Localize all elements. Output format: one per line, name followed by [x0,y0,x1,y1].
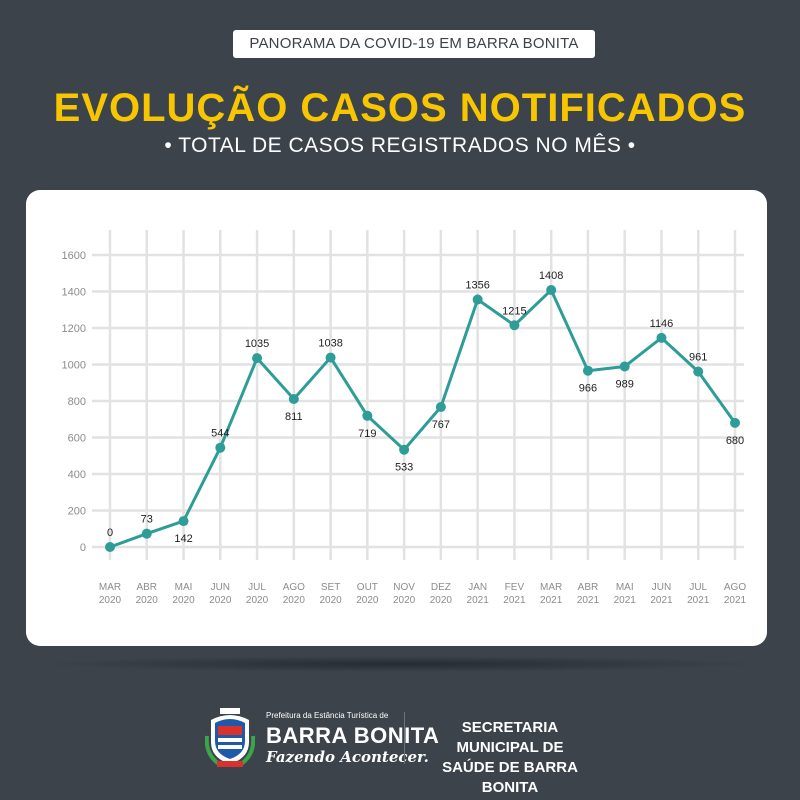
y-tick-label: 1200 [62,323,86,335]
x-tick-month: JUN [211,582,230,593]
x-tick-year: 2020 [99,595,122,606]
y-tick-label: 200 [68,506,86,518]
data-point [215,442,226,453]
data-label: 73 [141,514,153,526]
data-label: 1035 [245,338,269,350]
data-label: 544 [211,428,229,440]
data-label: 1356 [465,280,489,292]
data-point [288,393,299,404]
data-point [399,444,410,455]
y-tick-label: 1600 [62,250,86,262]
x-tick-month: JAN [468,582,487,593]
y-tick-label: 1400 [62,287,86,299]
y-tick-label: 400 [68,469,86,481]
footer-divider [404,712,405,764]
x-tick-year: 2021 [724,595,747,606]
x-tick-month: MAR [540,582,562,593]
x-tick-month: ABR [578,582,599,593]
data-point [693,366,704,377]
footer-city: BARRA BONITA [266,723,440,748]
data-point [509,320,520,331]
header-pill: PANORAMA DA COVID-19 EM BARRA BONITA [233,30,595,58]
x-tick-month: AGO [724,582,746,593]
x-tick-year: 2020 [430,595,453,606]
data-label: 961 [689,352,707,364]
data-label: 767 [432,419,450,431]
data-point [619,361,630,372]
data-point [656,332,667,343]
y-tick-label: 600 [68,433,86,445]
chart-title: EVOLUÇÃO CASOS NOTIFICADOS [53,86,747,130]
x-tick-month: JUN [652,582,671,593]
data-label: 989 [616,379,634,391]
x-tick-month: ABR [136,582,157,593]
data-point [362,410,373,421]
x-tick-year: 2020 [283,595,306,606]
data-label: 966 [579,383,597,395]
y-tick-label: 0 [80,542,86,554]
x-tick-year: 2020 [136,595,159,606]
data-label: 1215 [502,305,526,317]
data-point [325,352,336,363]
footer-slogan: Fazendo Acontecer. [266,748,429,766]
secretaria-line-1: SECRETARIA MUNICIPAL DE [456,719,564,756]
x-tick-year: 2020 [246,595,269,606]
x-tick-year: 2020 [356,595,379,606]
x-tick-year: 2021 [687,595,710,606]
data-label: 533 [395,462,413,474]
x-tick-month: MAI [616,582,634,593]
footer-secretaria: SECRETARIA MUNICIPAL DE SAÚDE DE BARRA B… [420,718,600,798]
secretaria-line-2: SAÚDE DE BARRA BONITA [442,759,578,796]
data-label: 719 [358,428,376,440]
chart-card: 0 200 400 600 800 1000 1200 1400 1600 0 73 142 544 10… [26,190,767,646]
data-point [105,542,115,552]
x-tick-month: MAR [99,582,121,593]
x-tick-year: 2021 [614,595,637,606]
x-tick-month: AGO [283,582,305,593]
data-point [252,353,263,364]
chart-subtitle: • TOTAL DE CASOS REGISTRADOS NO MÊS • [164,134,636,157]
data-label: 0 [107,527,113,539]
data-point [582,365,593,376]
y-tick-label: 1000 [62,360,86,372]
footer-prefeitura: Prefeitura da Estância Turística de [266,711,389,720]
x-tick-year: 2020 [172,595,195,606]
data-label: 142 [174,533,192,545]
line-chart: 0 200 400 600 800 1000 1200 1400 1600 0 73 142 544 10… [62,230,747,606]
data-label: 811 [285,411,303,423]
x-tick-month: FEV [505,582,525,593]
x-tick-month: OUT [357,582,378,593]
x-tick-year: 2020 [209,595,232,606]
series-line [109,288,737,549]
data-point [178,516,189,527]
y-tick-label: 800 [68,396,86,408]
x-tick-month: DEZ [431,582,451,593]
x-tick-year: 2021 [540,595,563,606]
data-label: 1146 [650,318,674,330]
x-tick-year: 2021 [650,595,673,606]
data-point [472,294,483,305]
x-tick-month: MAI [175,582,193,593]
x-tick-year: 2021 [467,595,490,606]
x-tick-year: 2020 [319,595,342,606]
data-point [435,402,446,413]
data-label: 1408 [539,270,563,282]
x-tick-month: SET [321,582,340,593]
data-point [730,417,740,428]
card-shadow [40,656,760,672]
x-tick-month: JUL [248,582,266,593]
data-label: 680 [726,435,744,447]
city-crest-icon [205,708,255,767]
x-tick-year: 2021 [503,595,526,606]
data-label: 1038 [318,338,342,350]
x-tick-year: 2020 [393,595,416,606]
x-tick-year: 2021 [577,595,600,606]
x-tick-month: NOV [393,582,415,593]
x-tick-month: JUL [689,582,707,593]
data-point [141,528,152,539]
data-point [546,285,557,296]
